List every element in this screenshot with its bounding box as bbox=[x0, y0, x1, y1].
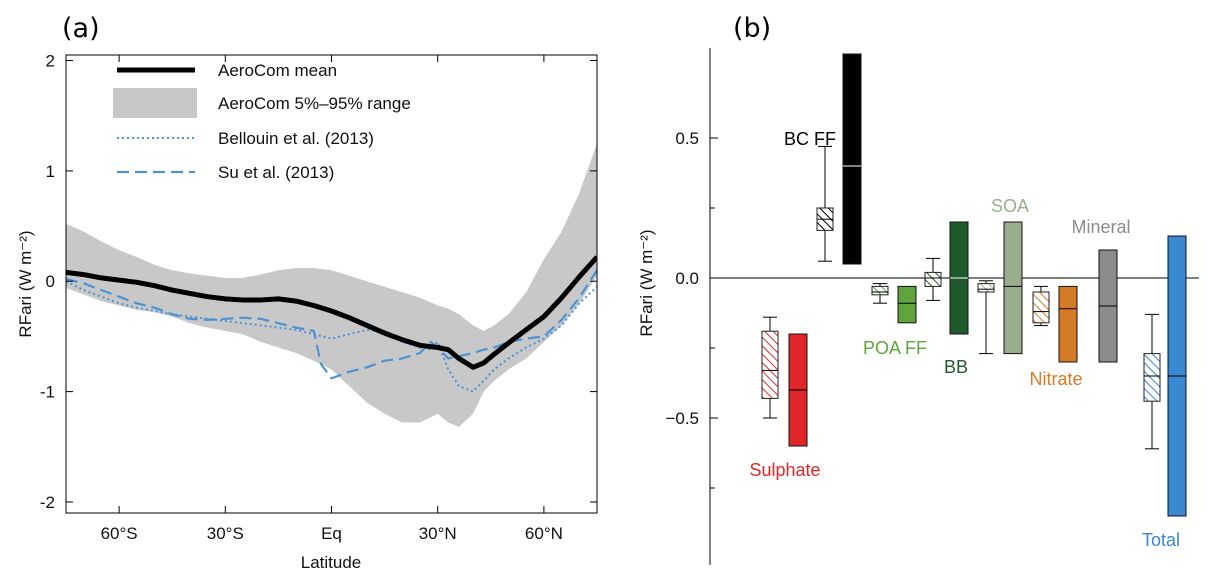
legend-swatch-band bbox=[113, 88, 197, 118]
solid-bar bbox=[842, 53, 862, 265]
hatched-box bbox=[1143, 353, 1161, 402]
panel-a-plot-area bbox=[66, 143, 597, 427]
solid-bar bbox=[897, 285, 917, 324]
group-label: SOA bbox=[991, 196, 1029, 216]
group-label: Total bbox=[1142, 530, 1180, 550]
hatched-box bbox=[761, 330, 779, 399]
group-soa: SOA bbox=[977, 196, 1029, 355]
panel-a-xlabel: Latitude bbox=[301, 553, 362, 572]
legend-label: AeroCom mean bbox=[218, 61, 337, 80]
group-label: BC FF bbox=[784, 129, 836, 149]
group-label: BB bbox=[944, 357, 968, 377]
solid-bar bbox=[1003, 221, 1023, 355]
group-mineral: Mineral bbox=[1071, 217, 1131, 363]
x-tick-label: 30°N bbox=[419, 524, 457, 543]
hatched-box bbox=[871, 285, 889, 296]
panel-b-boxes: Sulphate BC FF POA FF BB SOA Nitrate Mineral To… bbox=[749, 53, 1187, 550]
group-total: Total bbox=[1142, 235, 1187, 550]
panel-a-axes: 60°S 30°S Eq 30°N 60°N 2 1 0 -1 -2 bbox=[40, 52, 597, 543]
b-y-tick-label: −0.5 bbox=[665, 409, 699, 428]
hatched-box bbox=[924, 271, 942, 287]
group-label: Mineral bbox=[1071, 217, 1130, 237]
x-tick-label: 30°S bbox=[207, 524, 244, 543]
legend-label: Su et al. (2013) bbox=[218, 163, 334, 182]
panel-a-ylabel: RFari (W m⁻²) bbox=[16, 230, 35, 337]
panel-b: (b) 0.5 0.0 −0.5 RFari (W m⁻²) Sulphate BC … bbox=[637, 13, 1199, 565]
hatched-box bbox=[977, 283, 995, 293]
panel-b-label: (b) bbox=[733, 13, 771, 44]
bellouin-line bbox=[66, 280, 597, 393]
x-tick-label: 60°N bbox=[525, 524, 563, 543]
y-tick-label: 1 bbox=[46, 162, 55, 181]
legend-label: AeroCom 5%–95% range bbox=[218, 94, 411, 113]
group-label: Nitrate bbox=[1029, 369, 1082, 389]
panel-b-axes: 0.5 0.0 −0.5 bbox=[665, 129, 1199, 489]
group-label: Sulphate bbox=[749, 460, 820, 480]
y-tick-label: 0 bbox=[46, 272, 55, 291]
legend-label: Bellouin et al. (2013) bbox=[218, 129, 374, 148]
b-y-tick-label: 0.5 bbox=[675, 129, 699, 148]
x-tick-label: Eq bbox=[321, 524, 342, 543]
y-tick-label: -2 bbox=[40, 493, 55, 512]
panel-a-legend: AeroCom mean AeroCom 5%–95% range Bellouin… bbox=[113, 61, 411, 182]
b-y-tick-label: 0.0 bbox=[675, 269, 699, 288]
group-nitrate: Nitrate bbox=[1029, 285, 1083, 389]
group-sulphate: Sulphate bbox=[749, 316, 821, 480]
solid-bar bbox=[1058, 285, 1078, 363]
group-bb: BB bbox=[924, 221, 969, 377]
group-poa-ff: POA FF bbox=[863, 283, 927, 358]
group-label: POA FF bbox=[863, 338, 927, 358]
su-line bbox=[66, 269, 597, 380]
hatched-box bbox=[1032, 291, 1050, 324]
y-tick-label: -1 bbox=[40, 383, 55, 402]
panel-a: (a) 60°S 30°S Eq 30°N 60°N 2 1 0 -1 -2 Latitude R… bbox=[16, 13, 598, 572]
aerocom-mean-line bbox=[66, 255, 597, 370]
x-tick-label: 60°S bbox=[101, 524, 138, 543]
group-bc-ff: BC FF bbox=[784, 53, 862, 265]
panel-a-label: (a) bbox=[62, 13, 100, 44]
panel-b-ylabel: RFari (W m⁻²) bbox=[637, 229, 656, 336]
y-tick-label: 2 bbox=[46, 52, 55, 71]
